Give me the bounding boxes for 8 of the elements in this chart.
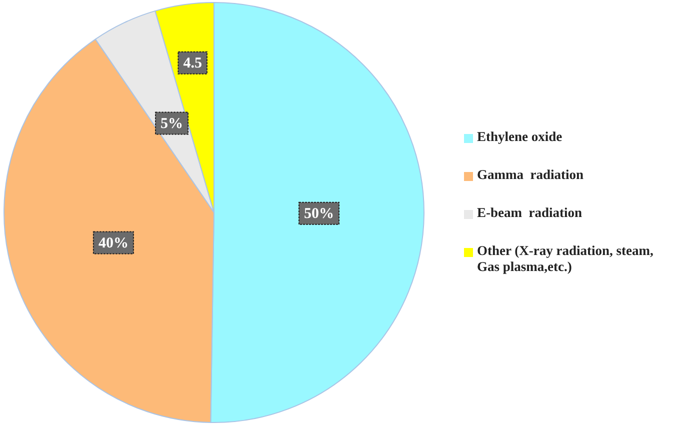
- data-label: 40%: [98, 236, 128, 252]
- legend-label: Ethylene oxide: [477, 128, 562, 144]
- data-label: 50%: [304, 206, 334, 222]
- legend-label: Other (X-ray radiation, steam, Gas plasma,etc.): [477, 242, 654, 274]
- legend-label: Gamma radiation: [477, 166, 584, 182]
- legend-label: E-beam radiation: [477, 204, 582, 220]
- data-label: 4.5: [183, 56, 202, 72]
- data-label: 5%: [160, 116, 184, 132]
